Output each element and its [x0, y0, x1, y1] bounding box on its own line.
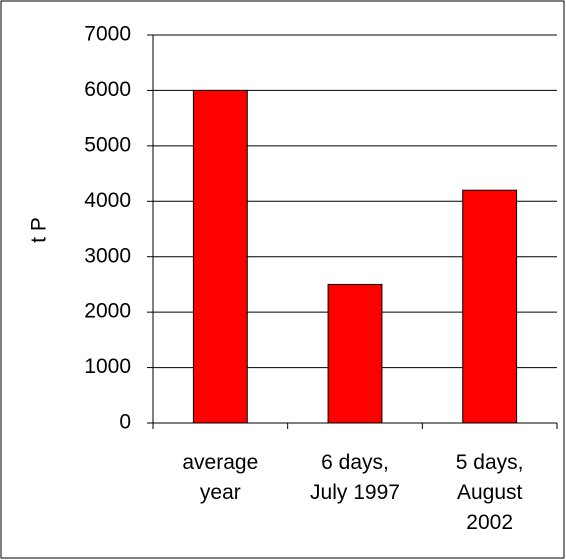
y-axis-label: t P [28, 217, 51, 243]
x-tick-label: 5 days, August 2002 [455, 451, 524, 534]
bar [192, 89, 248, 424]
x-tick-label: average year [182, 451, 259, 504]
y-tick-label: 6000 [84, 78, 131, 101]
y-tick-label: 4000 [84, 189, 131, 212]
y-tick-label: 5000 [84, 133, 131, 156]
y-tick-label: 7000 [84, 23, 131, 46]
y-tick-label: 2000 [84, 300, 131, 323]
y-tick-label: 1000 [84, 355, 131, 378]
y-tick-label: 3000 [84, 244, 131, 267]
bar [327, 283, 383, 424]
y-tick-label: 0 [119, 411, 131, 434]
x-tick-label: 6 days, July 1997 [310, 451, 400, 504]
bar [462, 189, 518, 424]
